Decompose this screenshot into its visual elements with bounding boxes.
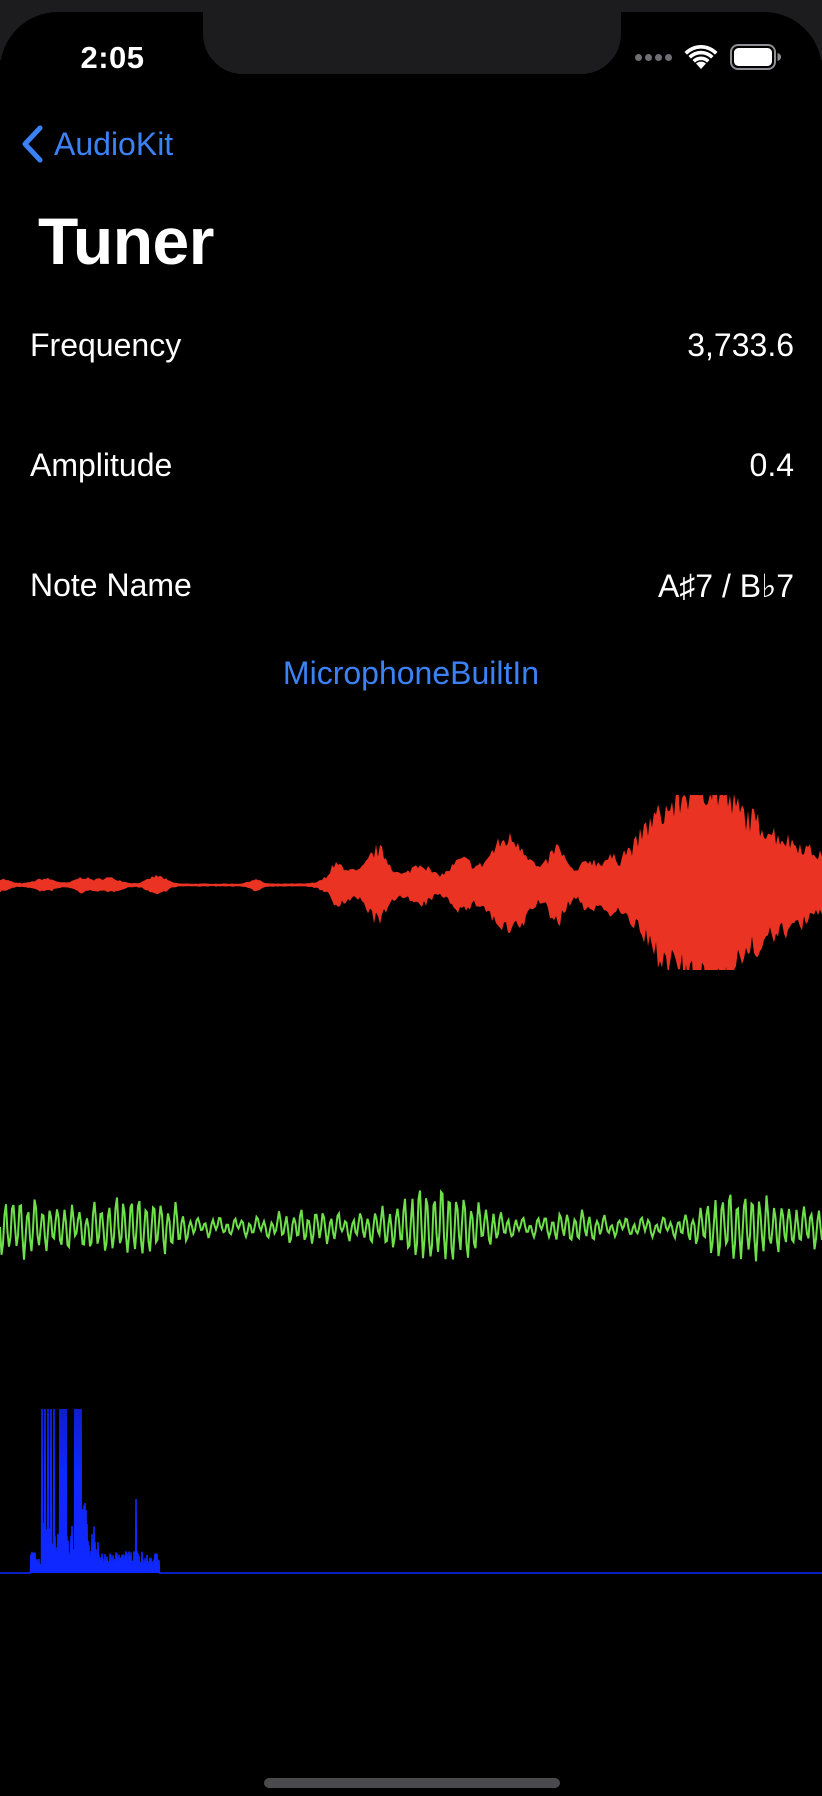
reading-value: 0.4	[749, 447, 794, 483]
reading-value: A♯7 / B♭7	[657, 568, 794, 604]
page-title: Tuner	[38, 204, 214, 278]
cellular-signal-icon	[635, 53, 672, 61]
reading-row-amplitude: Amplitude 0.4	[30, 447, 794, 484]
wifi-icon	[684, 45, 718, 69]
reading-label: Frequency	[30, 327, 182, 363]
status-icons	[635, 44, 782, 70]
notch	[203, 0, 621, 74]
back-button-label: AudioKit	[54, 125, 174, 162]
rolling-plot-fill	[0, 795, 822, 970]
reading-row-note-name: Note Name A♯7 / B♭7	[30, 567, 794, 605]
waveform-plot	[0, 1189, 822, 1262]
battery-icon	[730, 44, 781, 70]
reading-label: Amplitude	[30, 447, 173, 483]
home-indicator	[264, 1778, 560, 1788]
input-device-button[interactable]: MicrophoneBuiltIn	[282, 655, 540, 691]
chevron-left-icon	[22, 125, 43, 163]
rolling-amplitude-plot	[0, 795, 822, 970]
reading-row-frequency: Frequency 3,733.6	[30, 327, 794, 364]
fft-spectrum-line	[0, 1408, 822, 1574]
reading-value: 3,733.6	[687, 327, 794, 363]
back-button[interactable]: AudioKit	[20, 125, 173, 163]
status-time: 2:05	[80, 40, 145, 75]
fft-plot	[0, 1408, 822, 1574]
reading-label: Note Name	[30, 567, 192, 603]
waveform-line	[0, 1189, 822, 1262]
